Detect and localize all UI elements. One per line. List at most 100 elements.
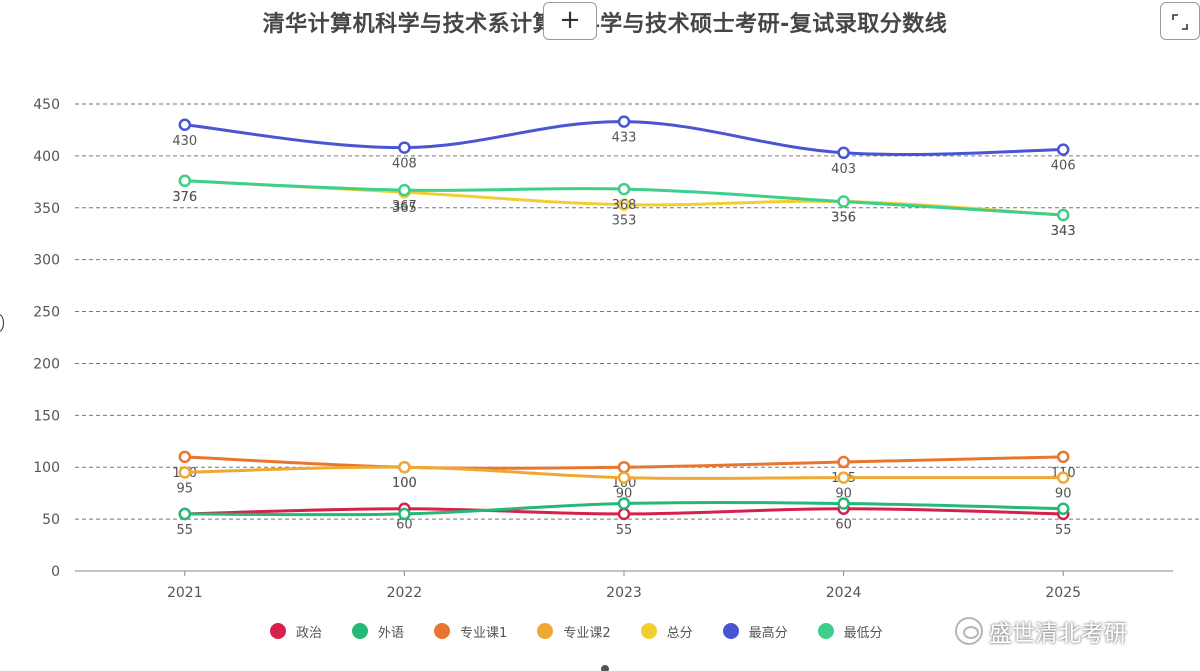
x-tick-label: 2021 xyxy=(167,585,203,601)
legend-item[interactable]: 专业课2 xyxy=(537,622,611,641)
fullscreen-icon xyxy=(1172,14,1188,30)
wechat-icon xyxy=(955,617,983,645)
legend-label: 外语 xyxy=(378,625,405,641)
legend-label: 最高分 xyxy=(748,625,788,641)
series-line xyxy=(184,179,1064,217)
data-label: 55 xyxy=(1055,523,1072,538)
data-label: 406 xyxy=(1051,159,1076,174)
data-label: 356 xyxy=(831,211,856,226)
data-label: 403 xyxy=(831,162,856,177)
series-line xyxy=(184,465,1064,480)
legend-item[interactable]: 总分 xyxy=(640,622,693,641)
data-label: 368 xyxy=(612,198,637,213)
series-line xyxy=(184,500,1064,517)
data-label: 110 xyxy=(172,466,197,481)
y-tick-label: 200 xyxy=(33,356,60,372)
y-tick-label: 450 xyxy=(33,97,60,113)
legend-item[interactable]: 外语 xyxy=(352,622,404,641)
data-point xyxy=(837,195,850,208)
data-label: 376 xyxy=(172,190,197,205)
data-point xyxy=(617,198,631,211)
data-label: 105 xyxy=(831,471,856,486)
data-label: 100 xyxy=(392,476,417,491)
series-line xyxy=(184,507,1064,516)
legend-swatch xyxy=(434,623,451,639)
data-point xyxy=(837,146,850,160)
legend-item[interactable]: 政治 xyxy=(270,622,322,641)
data-label: 343 xyxy=(1051,224,1076,239)
legend-label: 最低分 xyxy=(843,625,883,641)
data-point xyxy=(398,460,411,474)
data-point xyxy=(837,195,850,208)
data-point xyxy=(837,455,850,469)
data-point xyxy=(617,115,631,128)
data-label: 95 xyxy=(177,481,194,496)
data-point xyxy=(1056,471,1070,484)
data-point xyxy=(178,174,192,188)
data-label: 356 xyxy=(831,211,856,226)
data-point xyxy=(1056,143,1070,156)
data-point xyxy=(837,471,850,484)
data-point xyxy=(398,502,411,515)
legend-item[interactable]: 专业课1 xyxy=(434,622,507,641)
data-label: 60 xyxy=(396,518,413,533)
legend-swatch xyxy=(817,623,834,639)
data-point xyxy=(178,507,192,521)
y-tick-label: 400 xyxy=(33,149,60,165)
watermark-text: 盛世清北考研 xyxy=(989,621,1127,647)
x-tick-label: 2024 xyxy=(826,585,862,601)
data-point xyxy=(617,507,631,521)
legend-swatch xyxy=(270,623,286,639)
legend-item[interactable]: 最低分 xyxy=(817,622,883,641)
y-tick-label: 350 xyxy=(33,201,60,217)
data-point xyxy=(617,471,631,484)
data-label: 376 xyxy=(172,190,197,205)
add-button[interactable]: + xyxy=(543,2,597,40)
page-indicator-dot xyxy=(601,665,609,671)
data-point xyxy=(1056,208,1070,222)
data-label: 60 xyxy=(835,518,852,533)
data-point xyxy=(1056,208,1070,222)
legend-swatch xyxy=(537,623,554,639)
data-label: 367 xyxy=(392,199,417,214)
x-tick-label: 2025 xyxy=(1045,585,1081,601)
y-tick-label: 300 xyxy=(33,253,60,269)
series-line xyxy=(184,455,1064,470)
y-tick-label: 50 xyxy=(42,512,60,528)
data-label: 100 xyxy=(612,476,637,491)
x-tick-label: 2022 xyxy=(387,585,423,601)
data-label: 55 xyxy=(177,523,194,538)
data-label: 353 xyxy=(612,214,637,229)
data-label: 100 xyxy=(392,476,417,491)
data-point xyxy=(398,507,411,521)
data-point xyxy=(617,182,631,196)
series-line xyxy=(184,179,1064,217)
data-point xyxy=(617,460,631,474)
data-point xyxy=(398,185,411,199)
y-tick-label: 0 xyxy=(51,564,60,580)
data-label: 430 xyxy=(172,134,197,149)
legend-swatch xyxy=(640,623,657,639)
legend-item[interactable]: 最高分 xyxy=(722,622,788,641)
data-label: 433 xyxy=(612,131,637,146)
data-label: 55 xyxy=(616,523,633,538)
fullscreen-button[interactable] xyxy=(1160,2,1200,40)
data-point xyxy=(837,497,850,510)
chart-title: 清华计算机科学与技术系计算机科学与技术硕士考研-复试录取分数线 xyxy=(262,12,948,37)
data-point xyxy=(398,183,411,197)
y-tick-label: 250 xyxy=(33,305,60,321)
y-tick-label: 150 xyxy=(33,408,60,424)
legend-label: 专业课2 xyxy=(563,625,611,641)
x-tick-label: 2023 xyxy=(606,585,642,601)
data-label: 110 xyxy=(1051,466,1076,481)
data-label: 365 xyxy=(392,201,417,216)
data-point xyxy=(398,141,411,154)
data-point xyxy=(1056,450,1070,464)
data-point xyxy=(178,450,192,464)
data-point xyxy=(398,460,411,474)
y-axis-label-fragment xyxy=(0,314,4,332)
data-point xyxy=(617,497,631,510)
data-point xyxy=(1056,502,1070,515)
